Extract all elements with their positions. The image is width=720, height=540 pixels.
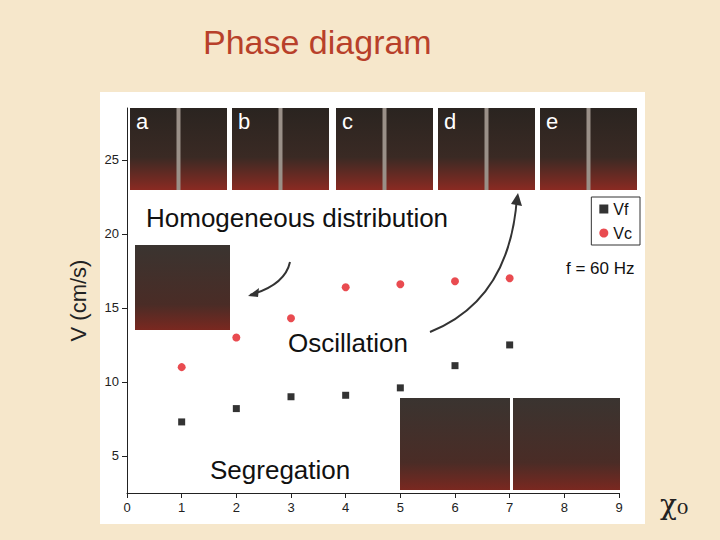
svg-text:V (cm/s): V (cm/s): [66, 260, 91, 342]
svg-text:Vc: Vc: [613, 225, 632, 242]
svg-text:0: 0: [123, 500, 130, 515]
svg-text:9: 9: [615, 500, 622, 515]
svg-text:b: b: [238, 109, 250, 134]
svg-text:Oscillation: Oscillation: [288, 328, 408, 358]
svg-text:Segregation: Segregation: [210, 455, 350, 485]
svg-text:5: 5: [112, 448, 119, 463]
svg-text:Phase diagram: Phase diagram: [203, 23, 432, 61]
svg-text:7: 7: [506, 500, 513, 515]
svg-text:χ₀: χ₀: [660, 488, 688, 521]
svg-text:10: 10: [105, 374, 119, 389]
svg-text:6: 6: [451, 500, 458, 515]
svg-text:e: e: [546, 109, 558, 134]
svg-text:20: 20: [105, 226, 119, 241]
svg-text:Vf: Vf: [613, 201, 629, 218]
svg-text:25: 25: [105, 152, 119, 167]
svg-text:d: d: [444, 109, 456, 134]
svg-text:2: 2: [233, 500, 240, 515]
svg-text:1: 1: [178, 500, 185, 515]
svg-text:5: 5: [397, 500, 404, 515]
svg-text:a: a: [136, 109, 149, 134]
svg-text:4: 4: [342, 500, 349, 515]
svg-text:15: 15: [105, 300, 119, 315]
svg-text:3: 3: [287, 500, 294, 515]
svg-text:Homogeneous distribution: Homogeneous distribution: [146, 203, 448, 233]
svg-text:8: 8: [561, 500, 568, 515]
svg-text:f = 60 Hz: f = 60 Hz: [566, 259, 635, 278]
svg-text:c: c: [342, 109, 353, 134]
